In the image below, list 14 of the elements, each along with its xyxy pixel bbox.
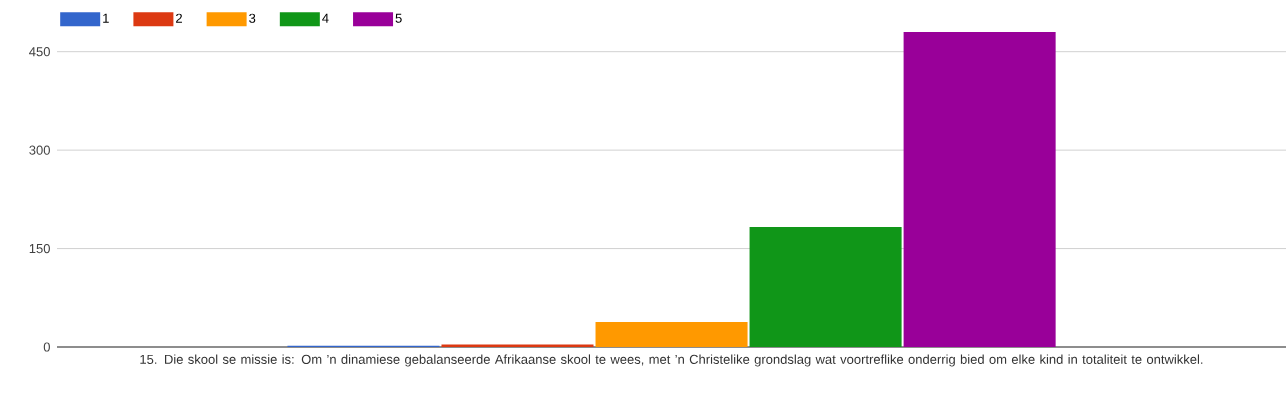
legend-label: 2: [176, 13, 182, 23]
y-tick-label: 300: [29, 145, 50, 155]
legend-label: 4: [322, 13, 329, 23]
bar: [903, 32, 1056, 347]
y-tick-label: 450: [29, 47, 50, 57]
legend-label: 5: [395, 13, 402, 23]
legend-label: 1: [103, 13, 109, 23]
y-tick-label: 0: [43, 342, 50, 352]
x-axis-title: 15. Die skool se missie is: Om ’n dinamiese gebalanseerde Afrikaanse skool te wees, met ’n Christelike grondslag wat voortreflike onderrig bied om elke kind in totaliteit te ontwikkel.: [140, 354, 1203, 367]
bar: [749, 226, 902, 347]
legend-label: 3: [249, 13, 256, 23]
bar: [595, 322, 748, 347]
y-tick-label: 150: [29, 243, 50, 254]
bar: [441, 344, 594, 347]
